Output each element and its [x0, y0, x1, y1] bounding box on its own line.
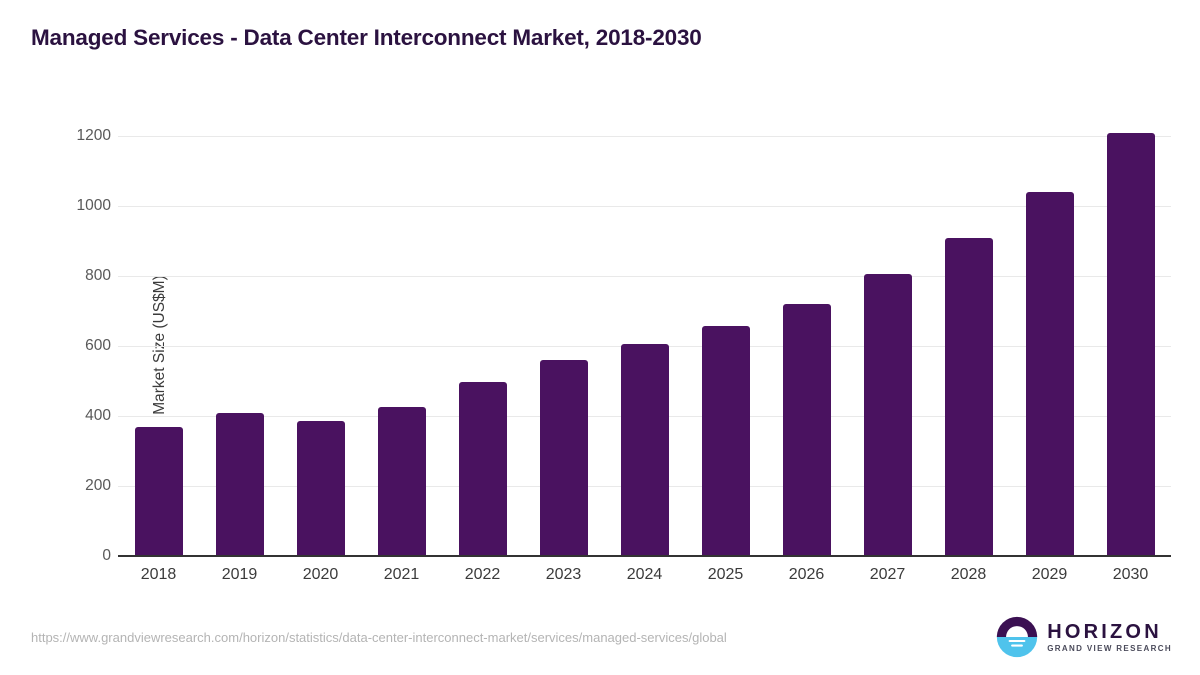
source-url[interactable]: https://www.grandviewresearch.com/horizo…	[31, 630, 727, 645]
bar-band	[1090, 115, 1171, 556]
bar-band	[280, 115, 361, 556]
x-tick-label: 2020	[302, 566, 339, 583]
bar-2028[interactable]	[944, 238, 993, 556]
brand-logo[interactable]: HORIZON GRAND VIEW RESEARCH	[996, 615, 1172, 659]
x-tick-label: 2024	[626, 566, 663, 583]
bar-2030[interactable]	[1106, 132, 1155, 556]
bar-2019[interactable]	[215, 412, 264, 556]
bar-band	[442, 115, 523, 556]
bar-2027[interactable]	[863, 274, 912, 556]
bar-band	[847, 115, 928, 556]
x-axis-line	[118, 555, 1171, 557]
bar-band	[118, 115, 199, 556]
gridline	[118, 276, 1171, 277]
horizon-sun-circle-icon	[997, 616, 1038, 658]
y-tick-label: 800	[85, 267, 111, 284]
bar-band	[199, 115, 280, 556]
x-tick-label: 2023	[545, 566, 582, 583]
bar-2023[interactable]	[539, 359, 588, 556]
bar-2020[interactable]	[296, 420, 345, 556]
bar-2021[interactable]	[377, 406, 426, 556]
bar-2024[interactable]	[620, 343, 669, 556]
bar-band	[766, 115, 847, 556]
logo-wordmark: HORIZON	[1047, 620, 1162, 643]
x-tick-label: 2026	[788, 566, 825, 583]
plot-inner	[118, 115, 1171, 556]
y-tick-label: 0	[102, 547, 111, 564]
x-tick-label: 2021	[383, 566, 420, 583]
gridline	[118, 206, 1171, 207]
y-tick-label: 1200	[76, 127, 111, 144]
x-tick-label: 2028	[950, 566, 987, 583]
x-tick-label: 2029	[1031, 566, 1068, 583]
logo-text: HORIZON GRAND VIEW RESEARCH	[1047, 622, 1172, 653]
y-tick-label: 600	[85, 337, 111, 354]
x-tick-label: 2019	[221, 566, 258, 583]
gridline	[118, 136, 1171, 137]
y-tick-label: 200	[85, 477, 111, 494]
x-tick-label: 2027	[869, 566, 906, 583]
x-tick-label: 2022	[464, 566, 501, 583]
bar-band	[1009, 115, 1090, 556]
x-tick-label: 2025	[707, 566, 744, 583]
y-tick-label: 1000	[76, 197, 111, 214]
bar-2029[interactable]	[1025, 192, 1074, 556]
page-title: Managed Services - Data Center Interconn…	[31, 25, 702, 50]
bar-band	[361, 115, 442, 556]
logo-tagline: GRAND VIEW RESEARCH	[1047, 643, 1172, 653]
bar-2022[interactable]	[458, 382, 507, 556]
x-tick-label: 2018	[140, 566, 177, 583]
bar-2025[interactable]	[701, 326, 750, 556]
bar-2018[interactable]	[134, 426, 183, 556]
bar-2026[interactable]	[782, 304, 831, 556]
x-tick-label: 2030	[1112, 566, 1149, 583]
bar-band	[604, 115, 685, 556]
bar-band	[685, 115, 766, 556]
y-tick-label: 400	[85, 407, 111, 424]
bar-band	[523, 115, 604, 556]
bar-band	[928, 115, 1009, 556]
